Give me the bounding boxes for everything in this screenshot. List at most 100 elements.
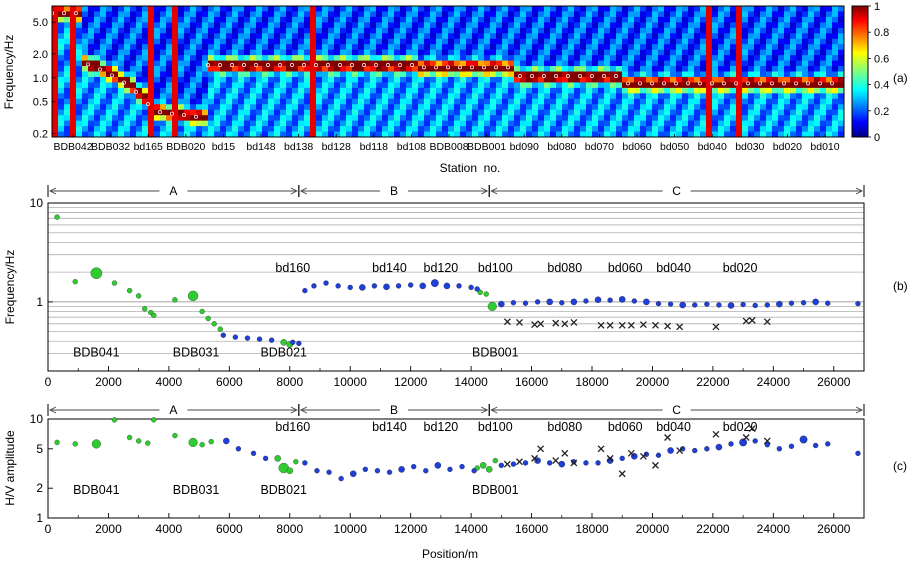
heatmap-cell [112, 115, 119, 122]
heatmap-cell [748, 55, 755, 61]
heatmap-cell [400, 71, 407, 78]
colorbar [851, 5, 869, 138]
heatmap-cell [748, 44, 755, 51]
heatmap-cell [628, 115, 635, 122]
heatmap-cell [298, 66, 305, 72]
heatmap-cell [772, 44, 779, 51]
heatmap-cell [772, 49, 779, 56]
heatmap-cell [544, 55, 551, 61]
heatmap-cell [220, 49, 227, 56]
heatmap-cell [166, 120, 173, 127]
heatmap-cell [358, 16, 365, 23]
heatmap-cell [490, 6, 497, 12]
heatmap-cell [586, 120, 593, 127]
heatmap-cell [70, 27, 77, 34]
heatmap-cell [466, 16, 473, 23]
heatmap-cell [550, 44, 557, 51]
heatmap-cell [70, 33, 77, 40]
heatmap-cell [340, 115, 347, 122]
heatmap-cell [82, 11, 89, 18]
heatmap-cell [718, 120, 725, 127]
heatmap-cell [370, 71, 377, 78]
heatmap-cell [532, 82, 539, 89]
heatmap-cell [508, 87, 515, 94]
x-marker [570, 318, 578, 326]
heatmap-cell [658, 16, 665, 23]
heatmap-cell [100, 60, 107, 67]
heatmap-cell [838, 93, 845, 100]
heatmap-cell [586, 98, 593, 105]
heatmap-cell [196, 104, 203, 111]
heatmap-cell [382, 38, 389, 45]
heatmap-peak-marker [578, 74, 582, 79]
heatmap-cell [778, 87, 785, 94]
heatmap-cell [748, 38, 755, 45]
heatmap-cell [226, 38, 233, 45]
heatmap-cell [376, 109, 383, 116]
heatmap-cell [70, 49, 77, 56]
heatmap-cell [226, 22, 233, 29]
data-point [111, 417, 118, 423]
heatmap-cell [826, 38, 833, 45]
heatmap-cell [646, 104, 653, 111]
heatmap-x-tick-label: BDB020 [166, 141, 205, 153]
heatmap-cell [616, 82, 623, 89]
heatmap-cell [268, 98, 275, 105]
heatmap-cell [838, 66, 845, 72]
heatmap-cell [364, 55, 371, 61]
heatmap-cell [196, 66, 203, 72]
heatmap-cell [208, 98, 215, 105]
heatmap-cell [76, 44, 83, 51]
heatmap-cell [190, 6, 197, 12]
heatmap-cell [124, 115, 131, 122]
heatmap-cell [640, 16, 647, 23]
heatmap-cell [610, 109, 617, 116]
heatmap-cell [688, 76, 695, 83]
heatmap-cell [376, 33, 383, 40]
heatmap-cell [172, 126, 179, 132]
heatmap-cell [274, 6, 281, 12]
heatmap-cell [460, 71, 467, 78]
heatmap-cell [832, 66, 839, 72]
heatmap-cell [280, 27, 287, 34]
heatmap-cell [724, 44, 731, 51]
heatmap-cell [460, 82, 467, 89]
heatmap-cell [382, 104, 389, 111]
heatmap-cell [550, 98, 557, 105]
heatmap-cell [694, 22, 701, 29]
heatmap-cell [142, 131, 149, 138]
heatmap-peak-marker [758, 81, 762, 86]
heatmap-cell [280, 49, 287, 56]
heatmap-cell [358, 93, 365, 100]
heatmap-cell [430, 126, 437, 132]
heatmap-cell [658, 104, 665, 111]
heatmap-cell [268, 120, 275, 127]
heatmap-cell [82, 82, 89, 89]
heatmap-cell [328, 49, 335, 56]
heatmap-cell [646, 6, 653, 12]
heatmap-cell [514, 120, 521, 127]
heatmap-cell [208, 93, 215, 100]
heatmap-cell [430, 71, 437, 78]
heatmap-cell [472, 98, 479, 105]
heatmap-cell [160, 115, 167, 122]
heatmap-cell [202, 71, 209, 78]
heatmap-cell [670, 76, 677, 83]
heatmap-cell [364, 38, 371, 45]
heatmap-cell [424, 16, 431, 23]
heatmap-cell [442, 115, 449, 122]
heatmap-cell [682, 60, 689, 67]
heatmap-cell [718, 60, 725, 67]
heatmap-cell [694, 93, 701, 100]
heatmap-cell [454, 55, 461, 61]
heatmap-cell [718, 33, 725, 40]
heatmap-cell [274, 87, 281, 94]
heatmap-cell [364, 27, 371, 34]
heatmap-cell [694, 6, 701, 12]
heatmap-cell [430, 115, 437, 122]
heatmap-cell [142, 6, 149, 12]
heatmap-cell [592, 82, 599, 89]
heatmap-cell [604, 22, 611, 29]
heatmap-cell [670, 82, 677, 89]
heatmap-cell [280, 71, 287, 78]
